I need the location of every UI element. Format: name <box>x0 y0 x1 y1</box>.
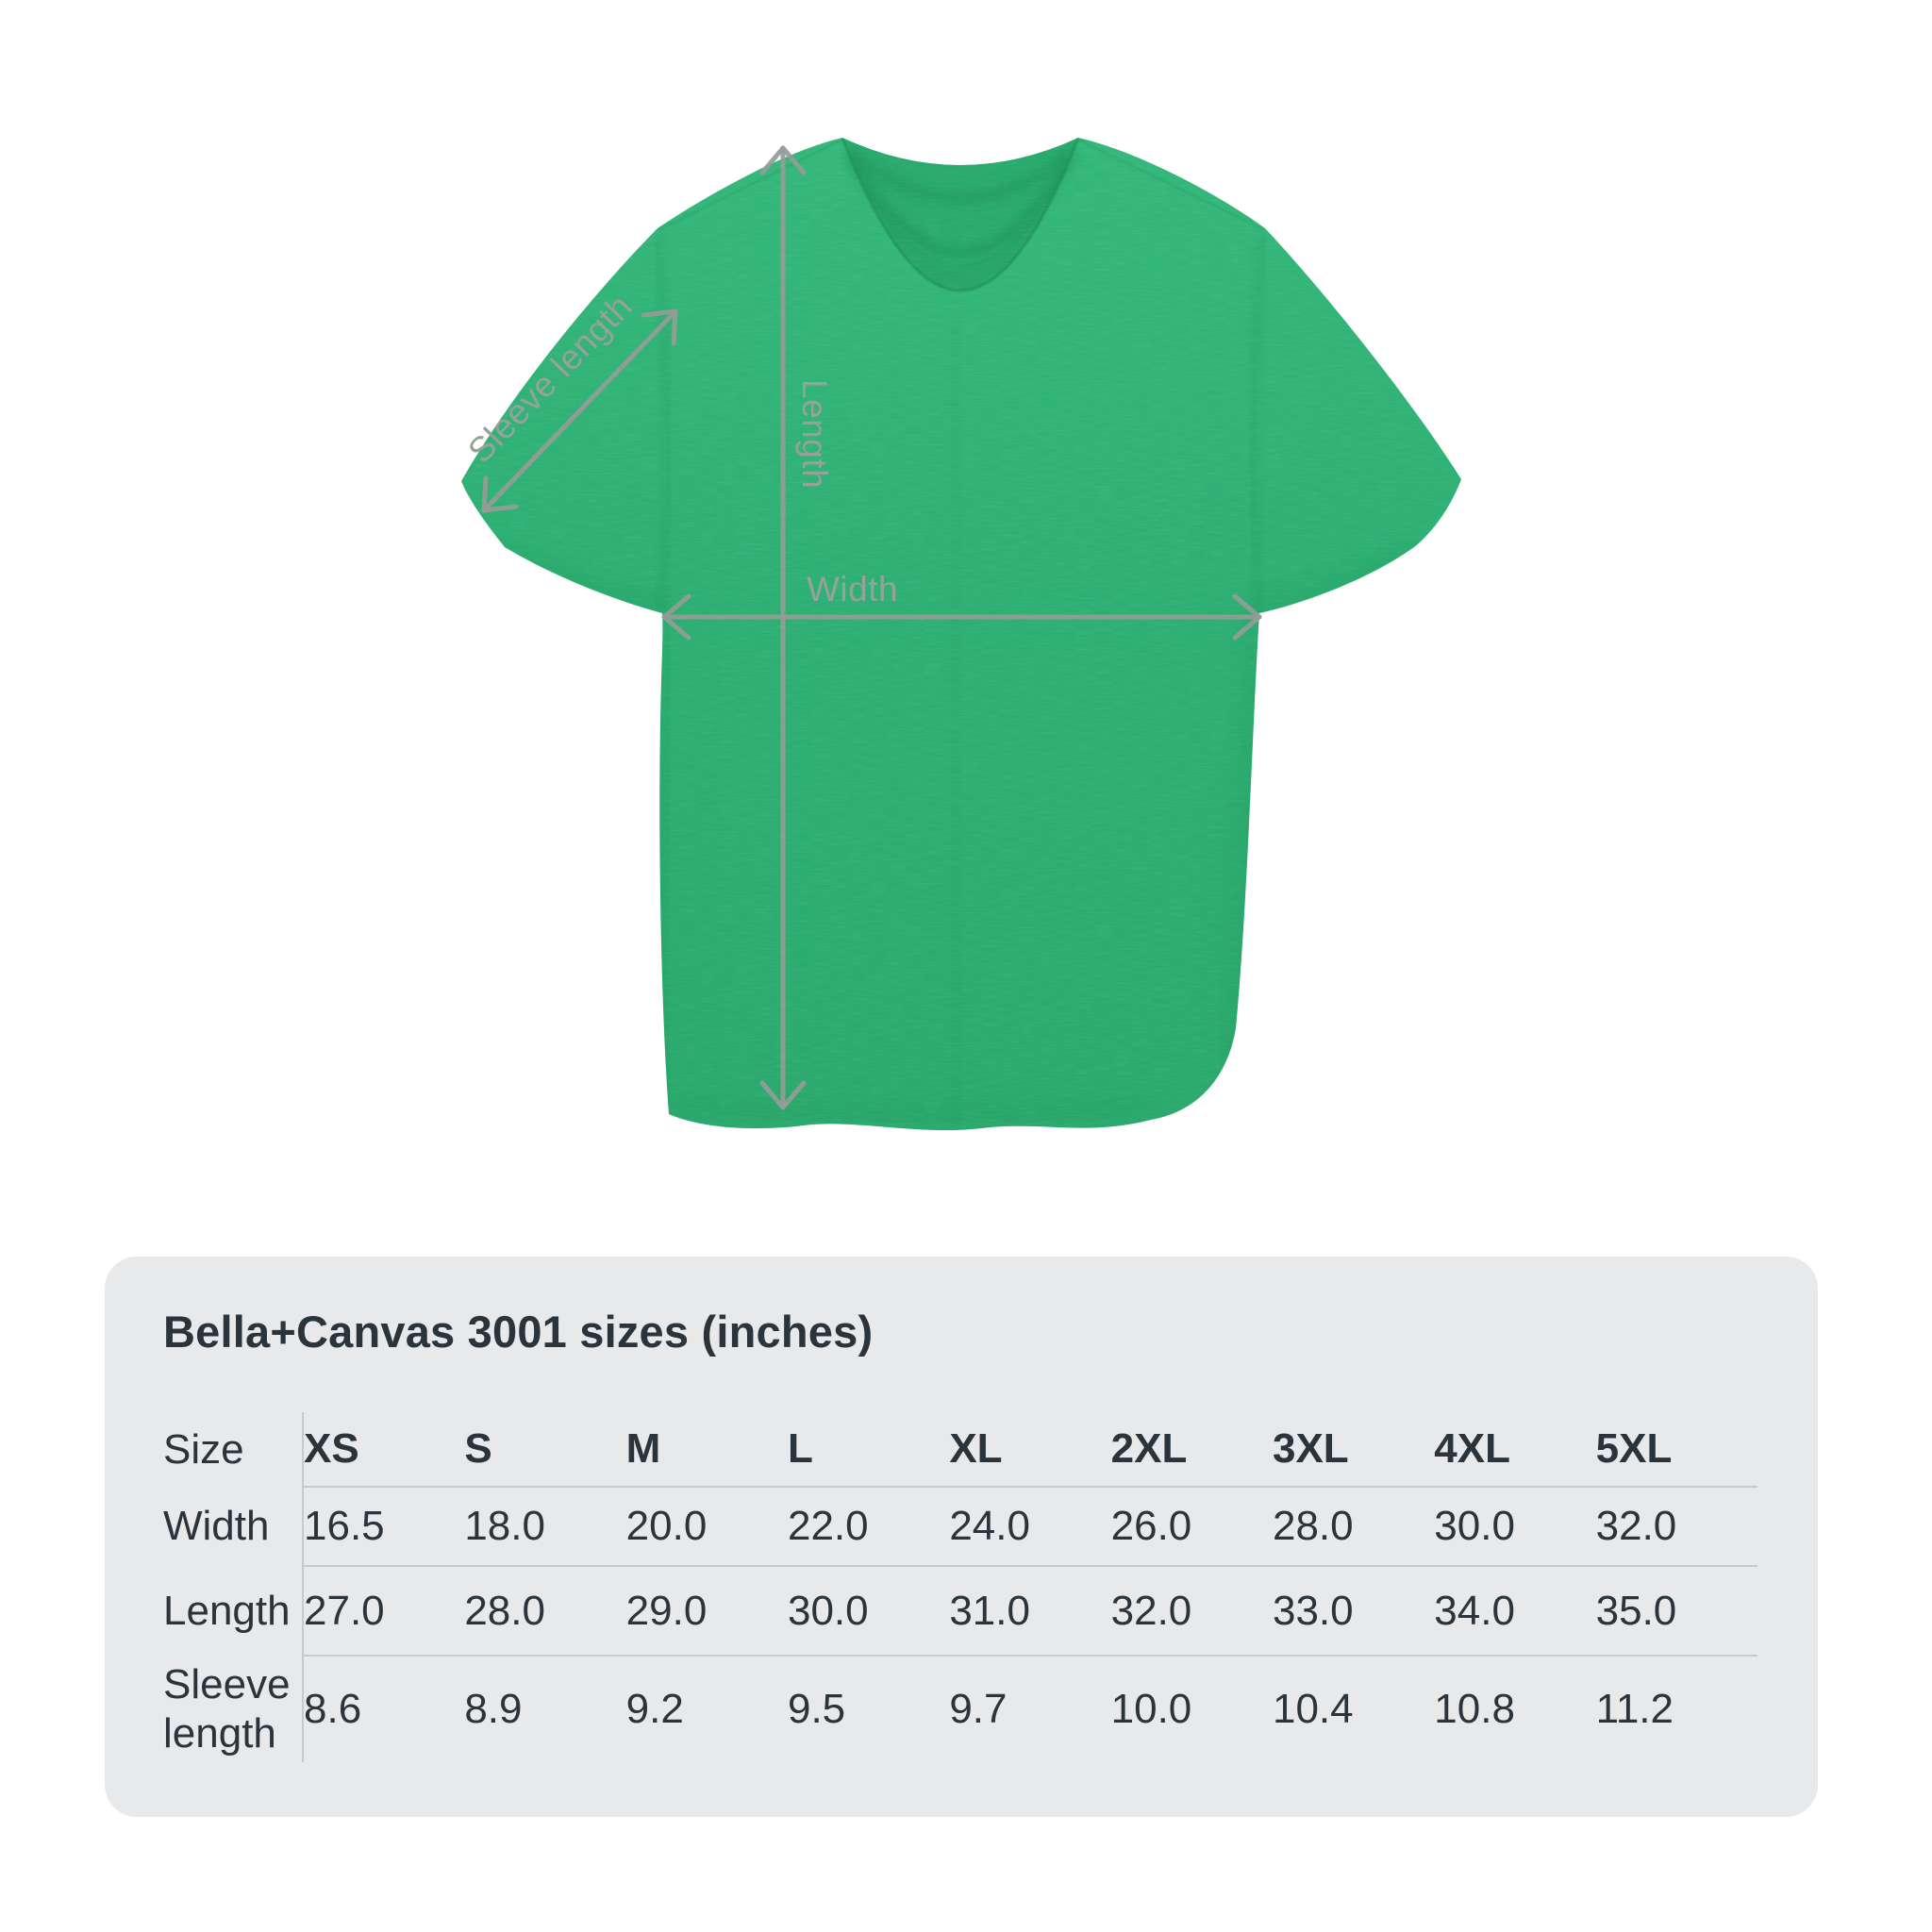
sleeve-length-arrow <box>481 308 678 513</box>
size-header-row: Size XS S M L XL 2XL 3XL 4XL 5XL <box>163 1412 1757 1487</box>
sleeve-value: 9.2 <box>625 1655 788 1762</box>
length-label: Length <box>795 379 834 489</box>
row-label: Length <box>163 1566 304 1656</box>
sleeve-length-row: Sleeve length 8.6 8.9 9.2 9.5 9.7 10.0 1… <box>163 1655 1757 1762</box>
size-column-header: XS <box>304 1425 359 1472</box>
heather-texture-dark <box>461 138 1461 1131</box>
length-value: 27.0 <box>303 1565 465 1656</box>
width-arrow <box>661 593 1262 641</box>
size-column-header: 5XL <box>1595 1425 1673 1472</box>
sleeve-value: 10.8 <box>1434 1655 1596 1762</box>
width-value: 20.0 <box>625 1486 788 1566</box>
length-value: 30.0 <box>787 1565 950 1656</box>
width-value: 24.0 <box>949 1486 1111 1566</box>
length-value: 28.0 <box>464 1565 626 1656</box>
tshirt-shading <box>461 138 1461 1131</box>
length-value: 32.0 <box>1110 1565 1273 1656</box>
length-arrow <box>759 145 807 1110</box>
length-value: 33.0 <box>1272 1565 1435 1656</box>
width-value: 22.0 <box>787 1486 950 1566</box>
size-column-header: XL <box>949 1425 1003 1472</box>
sleeve-value: 10.0 <box>1110 1655 1273 1762</box>
sleeve-value: 8.6 <box>303 1655 465 1762</box>
sleeve-value: 8.9 <box>464 1655 626 1762</box>
size-column-header: 4XL <box>1434 1425 1510 1472</box>
length-value: 31.0 <box>949 1565 1111 1656</box>
length-value: 35.0 <box>1595 1565 1757 1656</box>
size-column-header: L <box>787 1425 813 1472</box>
size-column-header: 2XL <box>1110 1425 1188 1472</box>
row-label: Sleeve length <box>163 1656 304 1762</box>
width-value: 32.0 <box>1595 1486 1757 1566</box>
size-column-header: 3XL <box>1272 1425 1349 1472</box>
width-label: Width <box>807 570 898 608</box>
length-value: 29.0 <box>625 1565 788 1656</box>
size-column-header: S <box>464 1425 492 1472</box>
size-chart-panel: Bella+Canvas 3001 sizes (inches) Size XS… <box>105 1257 1818 1817</box>
width-row: Width 16.5 18.0 20.0 22.0 24.0 26.0 28.0… <box>163 1486 1757 1566</box>
size-chart-table: Size XS S M L XL 2XL 3XL 4XL 5XL Width 1… <box>163 1412 1757 1762</box>
width-value: 16.5 <box>303 1486 465 1566</box>
length-value: 34.0 <box>1434 1565 1596 1656</box>
tshirt-diagram: Sleeve length Length Width <box>460 138 1461 1131</box>
sleeve-value: 9.5 <box>787 1655 950 1762</box>
sleeve-value: 9.7 <box>949 1655 1111 1762</box>
size-column-header: M <box>625 1425 661 1472</box>
size-corner-label: Size <box>163 1412 304 1487</box>
width-value: 30.0 <box>1434 1486 1596 1566</box>
row-label: Width <box>163 1487 304 1566</box>
width-value: 28.0 <box>1272 1486 1435 1566</box>
size-chart-title: Bella+Canvas 3001 sizes (inches) <box>163 1307 874 1357</box>
length-row: Length 27.0 28.0 29.0 30.0 31.0 32.0 33.… <box>163 1565 1757 1656</box>
width-value: 26.0 <box>1110 1486 1273 1566</box>
width-value: 18.0 <box>464 1486 626 1566</box>
sleeve-value: 10.4 <box>1272 1655 1435 1762</box>
sleeve-value: 11.2 <box>1595 1655 1757 1762</box>
